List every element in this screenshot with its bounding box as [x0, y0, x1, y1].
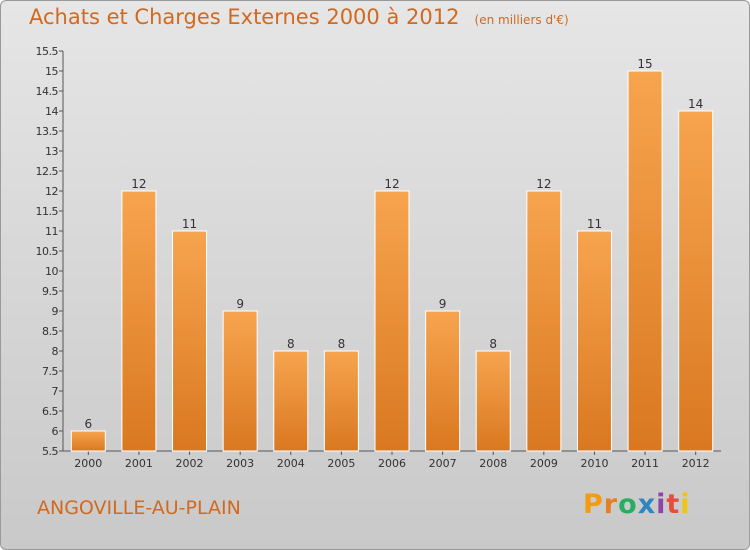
y-tick-label: 6.5: [42, 405, 58, 418]
bar-2012: [678, 110, 714, 452]
bar-2003: [222, 310, 258, 452]
y-tick-label: 11: [45, 225, 58, 238]
x-tick-label: 2003: [226, 457, 254, 470]
y-tick-label: 7: [52, 385, 59, 398]
bar-value-label: 11: [182, 217, 197, 231]
y-tick-label: 14.5: [36, 85, 59, 98]
x-tick-label: 2009: [530, 457, 558, 470]
chart-title-block: Achats et Charges Externes 2000 à 2012 (…: [29, 5, 569, 29]
bar-2004: [273, 350, 309, 452]
bar-value-label: 9: [439, 297, 447, 311]
x-tick-label: 2007: [429, 457, 457, 470]
x-tick-label: 2002: [176, 457, 204, 470]
logo-letter: t: [666, 489, 681, 520]
proxiti-logo: Proxiti: [583, 489, 691, 520]
bar-value-label: 9: [236, 297, 244, 311]
y-tick-label: 13.5: [36, 125, 59, 138]
y-tick-label: 9: [52, 305, 59, 318]
logo-letter: x: [637, 489, 657, 520]
y-tick-label: 12.5: [36, 165, 59, 178]
y-tick-label: 7.5: [42, 365, 58, 378]
logo-letter: r: [603, 489, 619, 520]
x-tick-label: 2004: [277, 457, 305, 470]
bar-2001: [121, 190, 157, 452]
x-tick-label: 2006: [378, 457, 406, 470]
y-tick-label: 6: [52, 425, 59, 438]
y-tick-label: 5.5: [42, 445, 58, 458]
bar-value-label: 12: [384, 177, 399, 191]
bar-2011: [627, 70, 663, 452]
bar-value-label: 15: [637, 57, 652, 71]
y-tick-label: 10: [45, 265, 58, 278]
bar-value-label: 14: [688, 97, 703, 111]
bar-value-label: 6: [84, 417, 92, 431]
logo-letter: o: [618, 489, 638, 520]
y-tick-label: 11.5: [36, 205, 59, 218]
x-tick-label: 2005: [327, 457, 355, 470]
x-tick-label: 2012: [682, 457, 710, 470]
y-tick-label: 10.5: [36, 245, 59, 258]
bar-2007: [425, 310, 461, 452]
bar-2009: [526, 190, 562, 452]
bar-value-label: 8: [489, 337, 497, 351]
logo-letter: i: [656, 489, 667, 520]
bar-2002: [172, 230, 208, 452]
chart-title: Achats et Charges Externes 2000 à 2012: [29, 5, 460, 29]
logo-letter: P: [583, 489, 604, 520]
y-tick-label: 8.5: [42, 325, 58, 338]
y-tick-label: 9.5: [42, 285, 58, 298]
y-tick-label: 13: [45, 145, 58, 158]
logo-letter: i: [680, 489, 691, 520]
bar-value-label: 12: [131, 177, 146, 191]
bar-2010: [576, 230, 612, 452]
bar-2008: [475, 350, 511, 452]
bar-value-label: 11: [587, 217, 602, 231]
x-tick-label: 2008: [479, 457, 507, 470]
bar-value-label: 8: [287, 337, 295, 351]
x-tick-label: 2001: [125, 457, 153, 470]
bar-2000: [70, 430, 106, 452]
bar-value-label: 12: [536, 177, 551, 191]
bar-2006: [374, 190, 410, 452]
y-tick-label: 14: [45, 105, 58, 118]
x-tick-label: 2011: [631, 457, 659, 470]
chart-unit: (en milliers d'€): [474, 13, 569, 27]
y-tick-label: 15: [45, 65, 58, 78]
y-tick-label: 15.5: [36, 45, 59, 58]
y-tick-label: 8: [52, 345, 59, 358]
bar-2005: [323, 350, 359, 452]
y-tick-label: 12: [45, 185, 58, 198]
bar-value-label: 8: [338, 337, 346, 351]
x-tick-label: 2010: [580, 457, 608, 470]
x-tick-label: 2000: [74, 457, 102, 470]
commune-name: ANGOVILLE-AU-PLAIN: [37, 497, 241, 519]
